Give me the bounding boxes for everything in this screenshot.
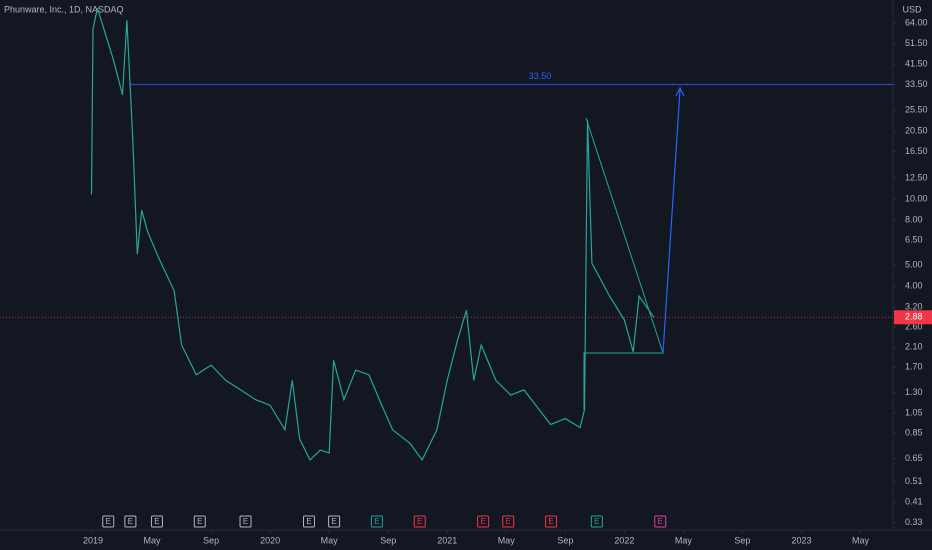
y-tick-label: 5.00 [905,259,923,269]
x-tick-label: 2021 [437,535,457,545]
earnings-label: E [306,517,311,526]
y-tick-label: 6.50 [905,234,923,244]
y-tick-label: 1.05 [905,407,923,417]
earnings-marker [502,515,515,528]
x-tick-label: 2023 [791,535,811,545]
earnings-label: E [331,517,336,526]
earnings-label: E [197,517,202,526]
y-tick-label: 0.85 [905,427,923,437]
y-tick-label: 64.00 [905,17,928,27]
x-tick-label: May [852,535,870,545]
earnings-label: E [374,517,379,526]
earnings-marker [477,515,490,528]
earnings-label: E [658,517,663,526]
y-tick-label: 41.50 [905,59,928,69]
y-tick-label: 51.50 [905,38,928,48]
x-tick-label: Sep [734,535,750,545]
earnings-marker [545,515,558,528]
earnings-label: E [106,517,111,526]
x-tick-label: May [144,535,162,545]
y-tick-label: 4.00 [905,280,923,290]
earnings-marker [102,515,115,528]
earnings-label: E [128,517,133,526]
projection-arrow [675,86,685,97]
x-tick-label: May [321,535,339,545]
y-tick-label: 12.50 [905,172,928,182]
x-tick-label: Sep [380,535,396,545]
y-tick-label: 33.50 [905,79,928,89]
earnings-marker [654,515,667,528]
price-line [90,7,655,462]
earnings-label: E [243,517,248,526]
earnings-marker [302,515,315,528]
earnings-label: E [480,517,485,526]
x-tick-label: May [498,535,516,545]
y-tick-label: 1.70 [905,362,923,372]
earnings-marker [370,515,383,528]
x-tick-label: 2022 [614,535,634,545]
last-price-box [894,310,932,325]
y-tick-label: 0.41 [905,497,923,507]
y-tick-label: 16.50 [905,146,928,156]
chart-title: Phunware, Inc., 1D, NASDAQ [4,4,124,14]
earnings-marker [193,515,206,528]
triangle-drawing [583,117,664,410]
earnings-marker [150,515,163,528]
y-tick-label: 3.20 [905,302,923,312]
y-tick-label: 10.00 [905,194,928,204]
currency-label: USD [902,4,922,14]
x-tick-label: 2020 [260,535,280,545]
x-tick-label: May [675,535,693,545]
y-tick-label: 8.00 [905,215,923,225]
earnings-marker [590,515,603,528]
earnings-label: E [548,517,553,526]
y-tick-label: 20.50 [905,125,928,135]
y-tick-label: 0.33 [905,517,923,527]
earnings-marker [413,515,426,528]
x-tick-label: Sep [557,535,573,545]
earnings-label: E [506,517,511,526]
earnings-marker [239,515,252,528]
earnings-label: E [417,517,422,526]
projection-line [662,89,681,354]
earnings-label: E [594,517,599,526]
target-label: 33.50 [529,71,552,81]
x-tick-label: 2019 [83,535,103,545]
y-tick-label: 2.10 [905,342,923,352]
y-tick-label: 0.51 [905,476,923,486]
y-tick-label: 0.65 [905,453,923,463]
earnings-label: E [154,517,159,526]
earnings-marker [124,515,137,528]
y-tick-label: 25.50 [905,105,928,115]
last-price-label: 2.88 [905,312,923,322]
x-tick-label: Sep [203,535,219,545]
earnings-marker [328,515,341,528]
y-tick-label: 1.30 [905,387,923,397]
y-tick-label: 2.60 [905,321,923,331]
